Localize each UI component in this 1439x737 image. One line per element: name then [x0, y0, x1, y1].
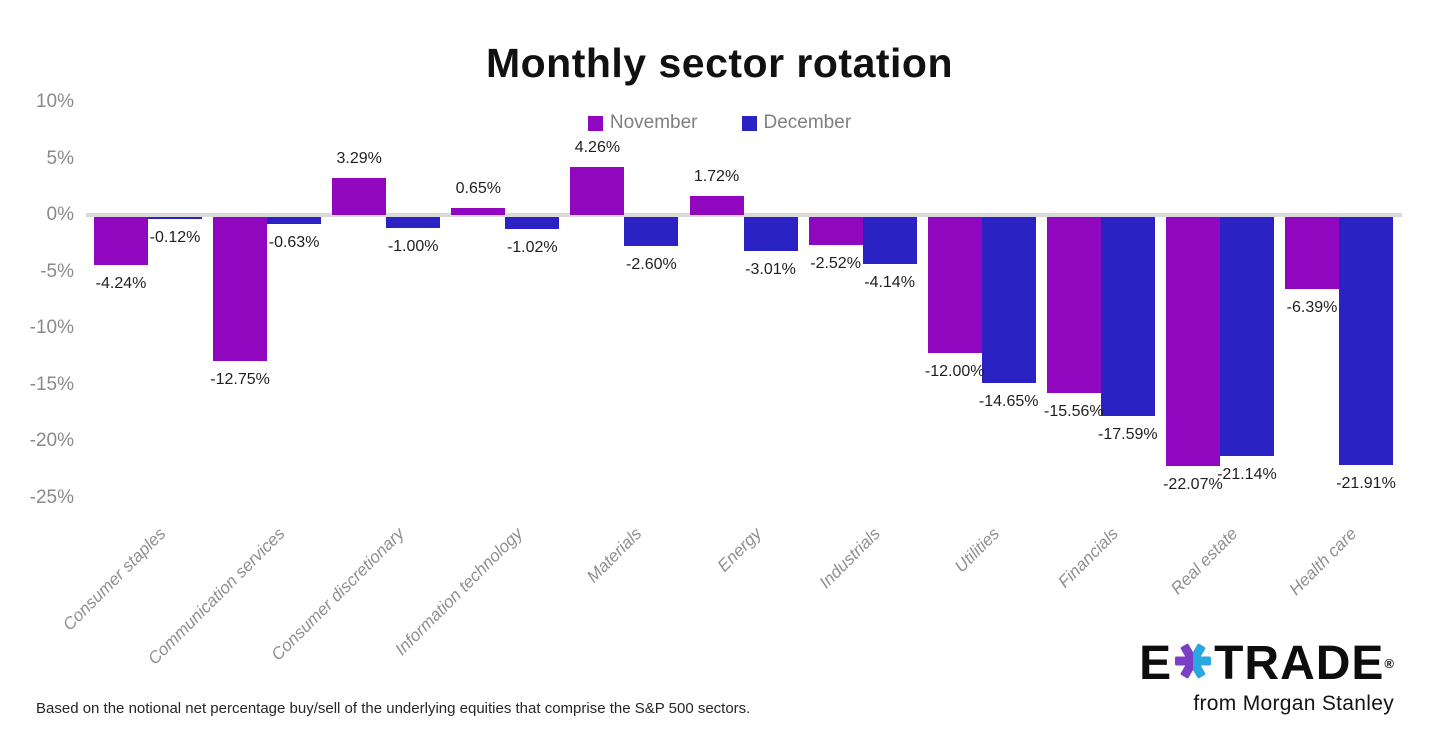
etrade-logo-e: E [1139, 636, 1173, 690]
data-label-november-4: 4.26% [574, 138, 621, 156]
bar-november-9 [1165, 217, 1220, 467]
data-label-november-6: -2.52% [810, 255, 861, 273]
data-label-november-9: -22.07% [1163, 476, 1223, 494]
data-label-november-7: -12.00% [924, 362, 985, 380]
data-label-december-6: -4.14% [864, 273, 915, 291]
november-swatch-icon [587, 115, 603, 131]
data-label-december-1: -0.63% [268, 234, 320, 252]
bar-december-2 [386, 217, 441, 229]
y-axis-tick: 5% [46, 147, 74, 169]
bar-december-0 [148, 217, 202, 219]
y-axis-tick: -15% [29, 373, 74, 395]
x-axis-label-4: Materials [583, 524, 646, 587]
data-label-december-4: -2.60% [626, 256, 677, 274]
etrade-logo-trade: TRADE [1214, 636, 1385, 690]
data-label-december-5: -3.01% [745, 261, 796, 278]
bar-december-9 [1219, 217, 1274, 456]
data-label-november-0: -4.24% [95, 274, 147, 292]
data-label-december-9: -21.14% [1217, 465, 1277, 483]
y-axis-tick: -20% [29, 430, 74, 451]
data-label-december-8: -17.59% [1098, 425, 1158, 443]
bar-november-3 [451, 207, 506, 215]
y-axis-tick: -10% [29, 317, 74, 338]
data-label-november-3: 0.65% [455, 179, 501, 197]
bar-december-8 [1100, 217, 1155, 416]
x-axis-label-5: Energy [713, 524, 765, 576]
x-axis-label-6: Industrials [815, 524, 885, 593]
bar-december-3 [505, 217, 560, 229]
bar-november-4 [570, 166, 625, 215]
bar-november-2 [332, 177, 387, 215]
bar-december-7 [981, 217, 1036, 383]
legend-label-december: December [763, 112, 852, 133]
december-swatch-icon [741, 115, 757, 131]
etrade-asterisk-icon [1175, 641, 1212, 686]
footnote: Based on the notional net percentage buy… [36, 700, 751, 717]
x-axis-label-10: Health care [1285, 524, 1361, 599]
data-label-december-3: -1.02% [506, 238, 558, 256]
x-axis-label-7: Utilities [950, 524, 1004, 577]
x-axis-label-9: Real estate [1167, 524, 1242, 599]
x-axis-label-0: Consumer staples [59, 524, 170, 635]
data-label-november-5: 1.72% [693, 167, 740, 185]
bar-november-5 [689, 195, 744, 215]
data-label-december-7: -14.65% [978, 392, 1039, 410]
chart-title: Monthly sector rotation [485, 40, 954, 86]
data-label-november-10: -6.39% [1286, 299, 1338, 317]
y-axis-tick: 0% [46, 204, 74, 225]
legend-item-december: December [741, 112, 852, 134]
y-axis-tick: -5% [40, 260, 74, 282]
x-axis-label-2: Consumer discretionary [267, 524, 408, 665]
etrade-logo: E [1139, 636, 1394, 716]
y-axis-tick: -25% [29, 486, 74, 508]
registered-mark: ® [1384, 655, 1394, 671]
data-label-november-8: -15.56% [1044, 402, 1104, 420]
data-label-november-2: 3.29% [336, 149, 382, 167]
bar-november-6 [808, 217, 863, 246]
bar-november-10 [1285, 217, 1339, 290]
chart-legend: November December [0, 112, 1439, 134]
data-label-december-2: -1.00% [387, 238, 439, 256]
bar-december-6 [862, 217, 917, 264]
bar-december-10 [1339, 217, 1393, 465]
legend-item-november: November [587, 112, 698, 134]
bar-november-7 [927, 217, 982, 353]
bar-november-1 [213, 217, 268, 362]
bar-december-1 [267, 217, 322, 225]
data-label-december-10: -21.91% [1336, 474, 1396, 492]
data-label-november-1: -12.75% [210, 371, 270, 389]
etrade-tagline: from Morgan Stanley [1193, 692, 1394, 715]
y-axis-tick: 10% [35, 91, 74, 112]
bar-november-0 [94, 217, 148, 265]
bar-december-5 [743, 217, 798, 251]
data-label-december-0: -0.12% [149, 228, 201, 246]
bar-november-8 [1046, 217, 1101, 393]
etrade-logo-row: E [1139, 636, 1394, 690]
zero-axis-line [86, 213, 1402, 217]
bar-december-4 [624, 217, 679, 247]
x-axis-label-8: Financials [1054, 524, 1123, 592]
x-axis-label-3: Information technology [391, 524, 527, 660]
legend-label-november: November [609, 112, 698, 133]
x-axis-label-1: Communication services [144, 524, 289, 669]
